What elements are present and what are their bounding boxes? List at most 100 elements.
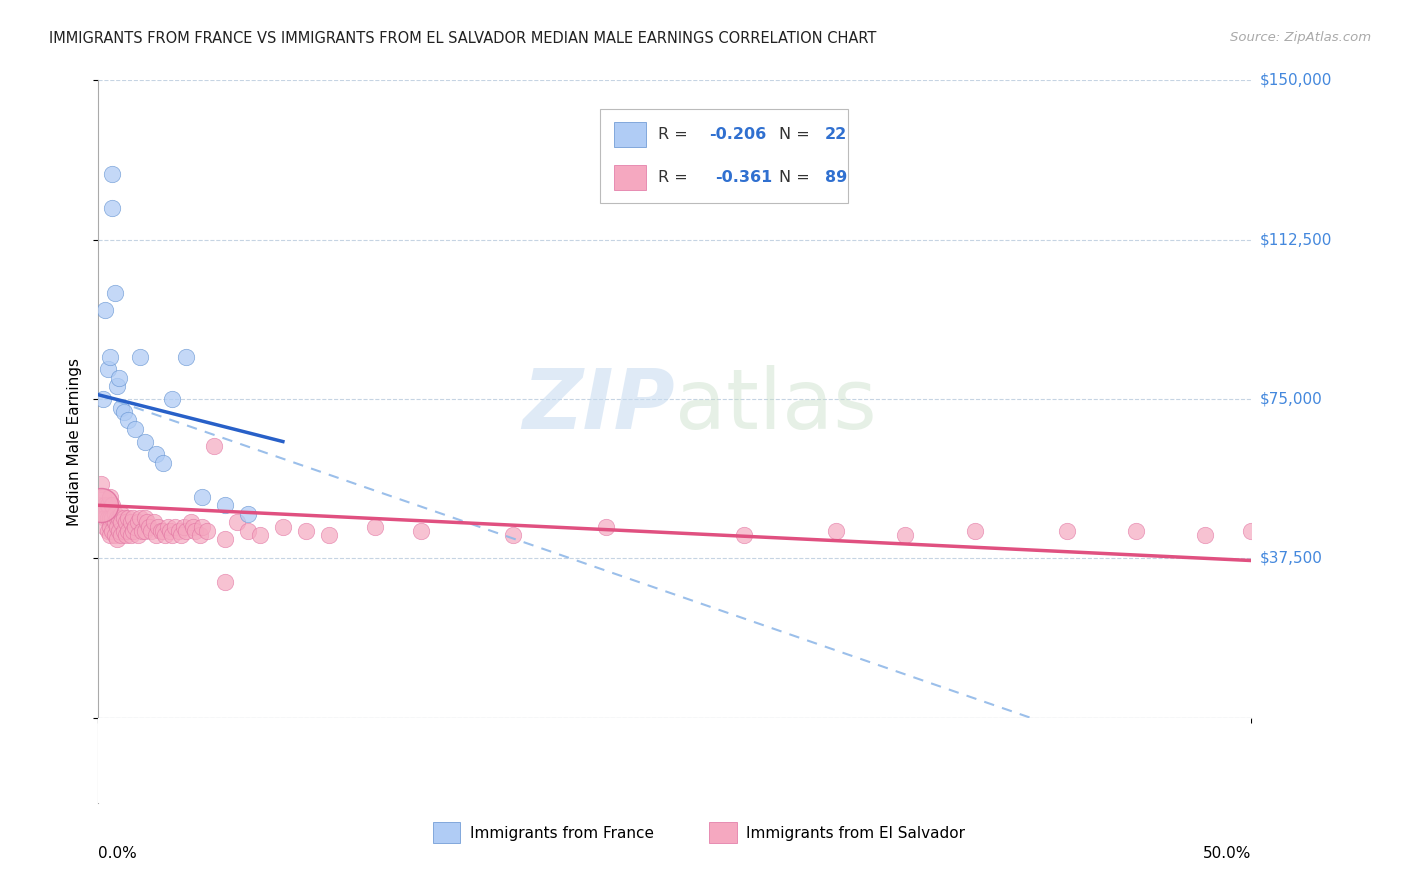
Point (94, 511, 117, 525)
Point (103, 285, 125, 300)
Point (160, 392, 183, 406)
Point (152, 524, 174, 538)
Point (108, 511, 131, 525)
Point (502, 528, 524, 542)
Point (131, 524, 153, 538)
Point (141, 524, 163, 538)
Point (134, 511, 156, 525)
Point (180, 516, 202, 530)
Text: $150,000: $150,000 (1260, 73, 1331, 87)
Text: 89: 89 (825, 170, 846, 186)
Point (90, 498, 112, 512)
Point (135, 516, 157, 530)
Point (127, 516, 149, 530)
Text: Immigrants from El Salvador: Immigrants from El Salvador (747, 826, 966, 840)
Point (101, 511, 124, 525)
Point (733, 528, 755, 542)
Point (191, 490, 214, 504)
Point (103, 516, 125, 530)
Point (238, 507, 260, 521)
Point (117, 413, 139, 427)
Point (173, 519, 195, 533)
Point (411, 524, 433, 538)
Point (90, 477, 112, 491)
Point (160, 528, 183, 542)
Text: R =: R = (658, 127, 693, 142)
Point (238, 524, 260, 538)
Point (101, 524, 124, 538)
Point (1194, 528, 1216, 542)
Point (1056, 524, 1078, 538)
Point (188, 528, 211, 542)
Point (148, 519, 170, 533)
Point (108, 371, 131, 385)
Point (163, 519, 186, 533)
Point (90, 498, 112, 512)
Point (963, 524, 986, 538)
Point (825, 524, 848, 538)
Point (117, 524, 139, 538)
Point (112, 511, 135, 525)
Point (156, 519, 179, 533)
Point (191, 519, 214, 533)
Point (108, 524, 131, 538)
Point (225, 516, 247, 530)
Point (115, 516, 138, 530)
Point (97, 362, 120, 376)
Point (145, 528, 167, 542)
Point (1125, 524, 1147, 538)
Point (101, 498, 124, 512)
Point (117, 511, 139, 525)
Point (1240, 524, 1263, 538)
Point (249, 528, 271, 542)
Bar (614, 122, 647, 147)
Point (97, 498, 120, 512)
Point (271, 519, 294, 533)
Point (115, 528, 138, 542)
Point (145, 447, 167, 461)
Point (105, 511, 128, 525)
Text: Immigrants from France: Immigrants from France (470, 826, 654, 840)
Point (152, 456, 174, 470)
Text: IMMIGRANTS FROM FRANCE VS IMMIGRANTS FROM EL SALVADOR MEDIAN MALE EARNINGS CORRE: IMMIGRANTS FROM FRANCE VS IMMIGRANTS FRO… (49, 31, 876, 46)
Point (91, 392, 114, 406)
Point (149, 524, 172, 538)
Bar (614, 165, 647, 190)
Point (112, 405, 135, 419)
Point (167, 524, 190, 538)
Point (159, 524, 181, 538)
Point (129, 511, 152, 525)
FancyBboxPatch shape (600, 109, 848, 203)
Point (134, 434, 156, 449)
Text: $75,000: $75,000 (1260, 392, 1323, 407)
Point (98, 350, 121, 364)
Point (98, 528, 121, 542)
Point (127, 528, 149, 542)
Text: $37,500: $37,500 (1260, 551, 1323, 566)
Point (142, 516, 165, 530)
Text: 22: 22 (825, 127, 846, 142)
Point (91, 490, 114, 504)
Point (122, 511, 145, 525)
Point (110, 507, 132, 521)
Point (195, 524, 218, 538)
Point (122, 524, 145, 538)
Point (110, 528, 132, 542)
Point (94, 302, 117, 317)
Text: 0.0%: 0.0% (98, 847, 138, 861)
Point (98, 519, 121, 533)
Bar (98, 718, 1251, 803)
Point (97, 511, 120, 525)
Point (110, 401, 132, 415)
Point (112, 524, 135, 538)
Text: -0.361: -0.361 (716, 170, 772, 186)
Point (120, 516, 142, 530)
Point (97, 524, 120, 538)
Bar (433, 822, 460, 843)
Text: N =: N = (779, 170, 814, 186)
Point (98, 511, 121, 525)
Point (91, 507, 114, 521)
Text: Source: ZipAtlas.com: Source: ZipAtlas.com (1230, 31, 1371, 45)
Text: 50.0%: 50.0% (1204, 847, 1251, 861)
Point (214, 533, 236, 547)
